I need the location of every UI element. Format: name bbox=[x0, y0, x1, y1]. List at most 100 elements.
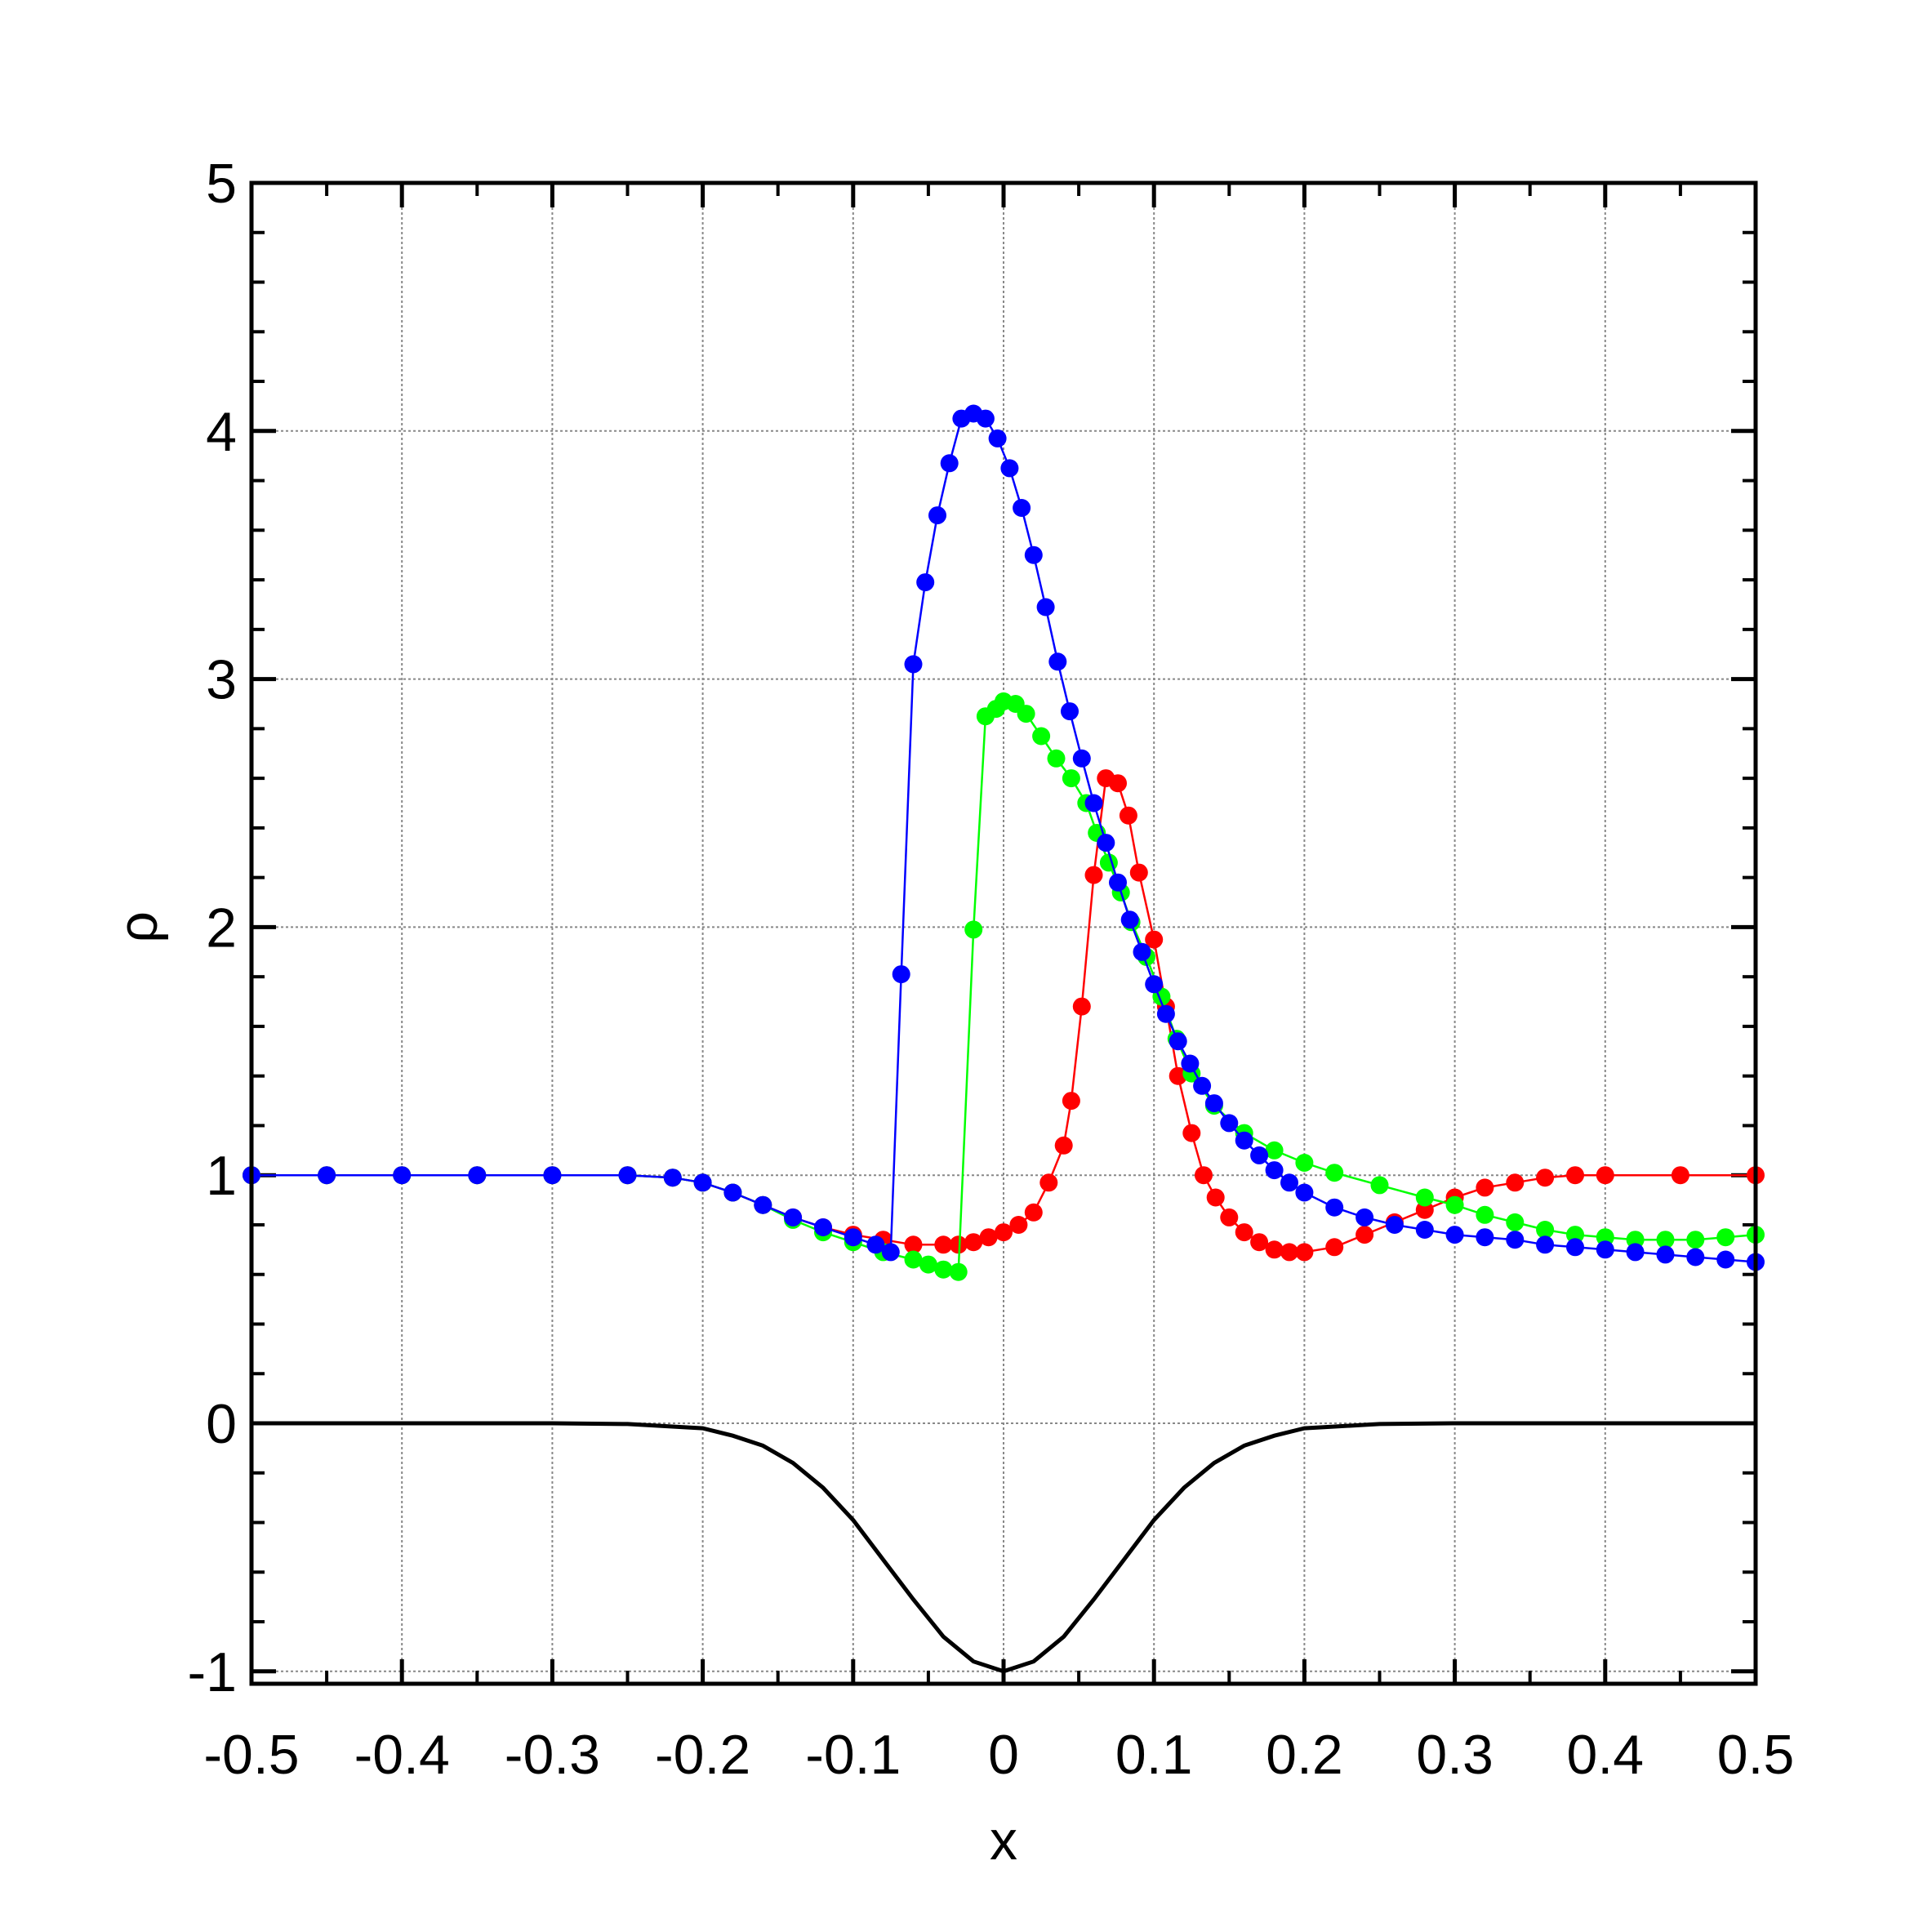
data-point bbox=[1156, 1004, 1175, 1023]
data-point bbox=[1356, 1208, 1374, 1226]
x-tick-label: -0.3 bbox=[505, 1724, 600, 1786]
y-tick-label: 0 bbox=[206, 1393, 237, 1455]
data-point bbox=[468, 1166, 487, 1185]
data-point bbox=[904, 655, 923, 674]
data-point bbox=[1013, 499, 1031, 517]
data-point bbox=[1181, 1054, 1200, 1073]
data-point bbox=[754, 1195, 772, 1214]
data-point bbox=[995, 1223, 1013, 1242]
data-point bbox=[1072, 997, 1091, 1016]
data-point bbox=[1017, 705, 1035, 723]
data-point bbox=[1054, 1136, 1073, 1155]
data-point bbox=[1686, 1231, 1705, 1249]
data-point bbox=[1061, 702, 1079, 721]
data-point bbox=[1656, 1245, 1675, 1264]
data-point bbox=[892, 965, 910, 984]
x-tick-label: 0 bbox=[988, 1724, 1019, 1786]
data-point bbox=[1506, 1173, 1525, 1192]
data-point bbox=[1626, 1243, 1645, 1262]
data-point bbox=[1716, 1228, 1735, 1247]
data-point bbox=[1566, 1226, 1584, 1244]
data-point bbox=[904, 1250, 923, 1269]
x-tick-label: 0.2 bbox=[1266, 1724, 1343, 1786]
data-point bbox=[1671, 1166, 1689, 1185]
data-point bbox=[934, 1235, 953, 1254]
data-point bbox=[1036, 598, 1055, 617]
data-point bbox=[1099, 853, 1118, 872]
y-tick-label: 4 bbox=[206, 401, 237, 463]
data-point bbox=[949, 1262, 968, 1281]
data-point bbox=[1119, 806, 1137, 825]
data-point bbox=[1062, 769, 1080, 788]
data-point bbox=[1024, 1203, 1043, 1222]
data-point bbox=[1182, 1124, 1201, 1142]
data-point bbox=[1039, 1173, 1058, 1192]
data-point bbox=[1506, 1231, 1525, 1249]
data-point bbox=[1325, 1238, 1344, 1257]
data-point bbox=[1145, 975, 1164, 994]
data-point bbox=[1476, 1228, 1494, 1247]
data-point bbox=[1536, 1235, 1555, 1254]
data-point bbox=[814, 1218, 832, 1236]
y-tick-label: 1 bbox=[206, 1145, 237, 1207]
data-point bbox=[1295, 1243, 1314, 1262]
data-point bbox=[393, 1166, 412, 1185]
data-point bbox=[1295, 1154, 1314, 1172]
data-point bbox=[1048, 652, 1067, 671]
data-point bbox=[1109, 774, 1127, 793]
data-point bbox=[1506, 1213, 1525, 1231]
data-point bbox=[1415, 1200, 1434, 1219]
data-point bbox=[1032, 727, 1051, 746]
y-tick-label: -1 bbox=[188, 1641, 237, 1703]
data-point bbox=[928, 506, 946, 525]
x-tick-label: 0.3 bbox=[1416, 1724, 1494, 1786]
data-point bbox=[940, 454, 959, 473]
data-point bbox=[1109, 873, 1127, 892]
data-point bbox=[1047, 749, 1066, 768]
data-point bbox=[1295, 1183, 1314, 1202]
data-point bbox=[1024, 545, 1043, 564]
series-3 bbox=[252, 1421, 1756, 1674]
data-point bbox=[1280, 1243, 1298, 1262]
data-point bbox=[1415, 1221, 1434, 1239]
data-point bbox=[1062, 1092, 1080, 1111]
data-point bbox=[988, 429, 1007, 447]
data-point bbox=[1716, 1250, 1735, 1269]
data-series bbox=[243, 404, 1765, 1674]
x-tick-label: 0.1 bbox=[1115, 1724, 1193, 1786]
data-point bbox=[1656, 1231, 1675, 1249]
data-point bbox=[1169, 1032, 1187, 1051]
x-tick-label: -0.4 bbox=[354, 1724, 450, 1786]
x-tick-label: -0.5 bbox=[203, 1724, 299, 1786]
x-tick-label: -0.2 bbox=[655, 1724, 750, 1786]
y-axis-label: ρ bbox=[107, 911, 169, 943]
data-point bbox=[1596, 1166, 1614, 1185]
y-tick-label: 5 bbox=[206, 153, 237, 215]
data-point bbox=[1370, 1176, 1389, 1195]
data-point bbox=[1536, 1169, 1555, 1187]
data-point bbox=[1325, 1198, 1344, 1217]
data-point bbox=[723, 1183, 742, 1202]
data-point bbox=[1195, 1166, 1213, 1185]
data-point bbox=[1566, 1166, 1584, 1185]
data-point bbox=[1145, 930, 1164, 949]
data-point bbox=[1445, 1195, 1464, 1214]
series-line bbox=[252, 1421, 1756, 1674]
data-point bbox=[1415, 1188, 1434, 1207]
y-tick-label: 3 bbox=[206, 649, 237, 711]
x-tick-label: 0.4 bbox=[1567, 1724, 1645, 1786]
data-point bbox=[1596, 1240, 1614, 1259]
data-point bbox=[1265, 1240, 1284, 1259]
x-axis-label: x bbox=[990, 1810, 1017, 1872]
data-point bbox=[1476, 1178, 1494, 1197]
data-point bbox=[1193, 1076, 1212, 1095]
data-point bbox=[1009, 1216, 1028, 1234]
data-point bbox=[1084, 794, 1103, 812]
data-point bbox=[1626, 1231, 1645, 1249]
data-point bbox=[964, 1233, 983, 1252]
data-point bbox=[1204, 1094, 1223, 1113]
data-point bbox=[1133, 942, 1151, 961]
data-point bbox=[618, 1166, 637, 1185]
data-point bbox=[1120, 910, 1139, 929]
